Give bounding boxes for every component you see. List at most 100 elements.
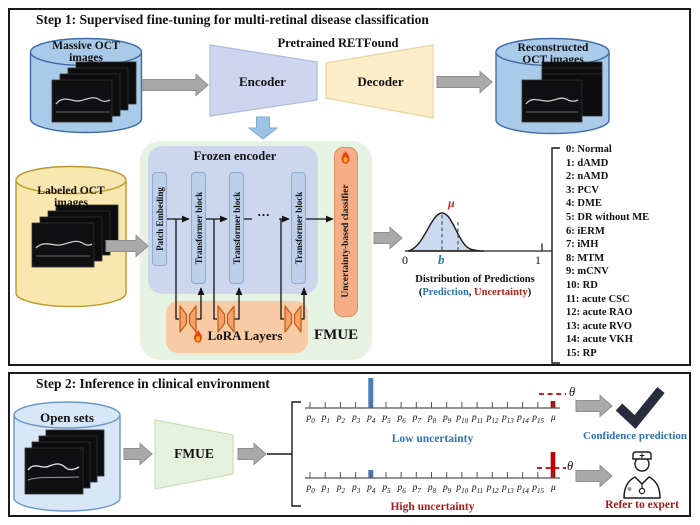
class-item: 12: acute RAO xyxy=(566,307,633,319)
axis-label: p13 xyxy=(501,483,514,495)
axis-label: μ xyxy=(550,413,556,423)
axis-label: p10 xyxy=(456,483,469,495)
patch-embedding-block: Patch Embeding xyxy=(152,172,167,266)
axis-label: p6 xyxy=(397,483,406,495)
confidence-prediction-label: Confidence prediction xyxy=(583,430,687,442)
axis-label: p2 xyxy=(336,483,346,495)
transformer-block-1: Transformer block xyxy=(191,172,206,284)
arrow-to-expert xyxy=(575,464,613,488)
massive-oct-cylinder xyxy=(29,37,143,134)
uncertainty-legend: Uncertainty xyxy=(474,287,528,298)
probability-axis-labels-high: p0 p1 p2 p3 p4 p5 p6 p7 p8 p9 p10 p11 p12 p13 p14 p15 μ xyxy=(303,483,561,495)
class-item: 8: MTM xyxy=(566,252,605,264)
distribution-legend: (Prediction, Uncertainty) xyxy=(418,287,532,298)
axis-label: p1 xyxy=(321,413,330,425)
axis-label: p9 xyxy=(443,483,452,495)
class-item: 9: mCNV xyxy=(566,266,609,278)
encoder-label: Encoder xyxy=(239,74,286,89)
high-uncertainty-chart xyxy=(305,452,566,479)
massive-cylinder-label: Massive OCT images xyxy=(52,40,120,65)
arrow-fmue-to-distribution xyxy=(373,226,403,250)
blue-probability-bar xyxy=(368,378,374,408)
class-item: 0: Normal xyxy=(566,144,612,155)
axis-label: p8 xyxy=(427,483,437,495)
oct-image-stack xyxy=(31,204,119,268)
flame-icon xyxy=(193,329,202,343)
arrow-labeled-to-fmue xyxy=(105,234,149,258)
axis-label: p3 xyxy=(351,483,361,495)
axis-label: p7 xyxy=(412,483,421,495)
step2-panel xyxy=(8,372,691,517)
transformer-block-3: Transformer block xyxy=(291,172,306,284)
fmue-label: FMUE xyxy=(314,327,359,343)
reconstructed-cylinder-label: Reconstructed OCT images xyxy=(517,42,589,67)
labeled-cylinder-label: Labeled OCT images xyxy=(37,185,105,210)
class-item: 13: acute RVO xyxy=(566,320,632,332)
open-sets-label: Open sets xyxy=(40,410,94,425)
class-item: 6: iERM xyxy=(566,225,605,237)
class-item: 10: RD xyxy=(566,279,598,291)
axis-label: p11 xyxy=(471,483,484,495)
axis-label: p6 xyxy=(397,413,406,425)
axis-label: p5 xyxy=(382,483,391,495)
uncertainty-classifier-label: Uncertainty-based classifier xyxy=(341,184,351,298)
arrow-to-checkmark xyxy=(575,394,613,418)
class-item: 3: PCV xyxy=(566,184,599,196)
decoder-trapezoid xyxy=(325,44,434,119)
axis-label: p4 xyxy=(367,413,376,425)
fmue-trapezoid-label: FMUE xyxy=(174,446,214,461)
oct-image-stack xyxy=(24,429,105,495)
fmue-connections xyxy=(167,215,334,320)
down-arrow xyxy=(247,116,279,140)
labeled-oct-cylinder xyxy=(15,165,127,308)
step1-panel xyxy=(8,8,691,366)
lora-layers-label: LoRA Layers xyxy=(207,328,283,343)
arrow-decoder-to-reconstructed xyxy=(436,70,493,94)
axis-label: p12 xyxy=(486,483,499,495)
class-list: 0: Normal 1: dAMD 2: nAMD 3: PCV 4: DME 5: DR… xyxy=(566,143,690,361)
frozen-encoder-label: Frozen encoder xyxy=(193,149,277,163)
mu-label: μ xyxy=(448,196,455,210)
class-item: 4: DME xyxy=(566,198,602,210)
low-uncertainty-chart xyxy=(305,378,566,409)
b-label: b xyxy=(438,252,445,267)
pretrained-retfound-label: Pretrained RETFound xyxy=(277,36,399,50)
arrow-open-to-fmue xyxy=(123,442,153,466)
lora-container xyxy=(166,301,308,353)
class-item: 7: iMH xyxy=(566,239,599,251)
axis-label: p11 xyxy=(471,413,484,425)
class-item: 11: acute CSC xyxy=(566,293,630,305)
distribution-plot xyxy=(405,212,552,252)
red-uncertainty-bar xyxy=(550,452,556,478)
class-list-bracket xyxy=(551,147,560,364)
distribution-caption: Distribution of Predictions xyxy=(415,274,535,285)
theta-label-low: θ xyxy=(569,385,576,399)
axis-label: μ xyxy=(550,483,556,493)
class-item: 2: nAMD xyxy=(566,171,609,183)
reconstructed-oct-cylinder xyxy=(495,37,610,135)
axis-label: p5 xyxy=(382,413,391,425)
uncertainty-classifier-block xyxy=(334,147,358,317)
doctor-icon xyxy=(623,451,661,499)
dist-tick-1: 1 xyxy=(535,253,541,267)
flame-icon xyxy=(341,150,350,164)
lora-label-row: LoRA Layers xyxy=(166,328,308,344)
oct-image-stack xyxy=(51,61,137,123)
axis-label: p0 xyxy=(306,483,315,495)
axis-label: p4 xyxy=(367,483,376,495)
checkmark-icon xyxy=(615,387,665,429)
axis-label: p9 xyxy=(443,413,452,425)
axis-label: p15 xyxy=(532,483,545,495)
axis-label: p14 xyxy=(517,413,529,425)
ellipsis: ... xyxy=(257,204,271,219)
open-sets-cylinder xyxy=(13,401,121,512)
axis-label: p0 xyxy=(306,413,315,425)
axis-label: p2 xyxy=(336,413,346,425)
class-item: 14: acute VKH xyxy=(566,334,633,346)
class-item: 5: DR without ME xyxy=(566,211,650,223)
axis-label: p8 xyxy=(427,413,437,425)
high-uncertainty-label: High uncertainty xyxy=(390,501,475,513)
axis-label: p10 xyxy=(456,413,469,425)
